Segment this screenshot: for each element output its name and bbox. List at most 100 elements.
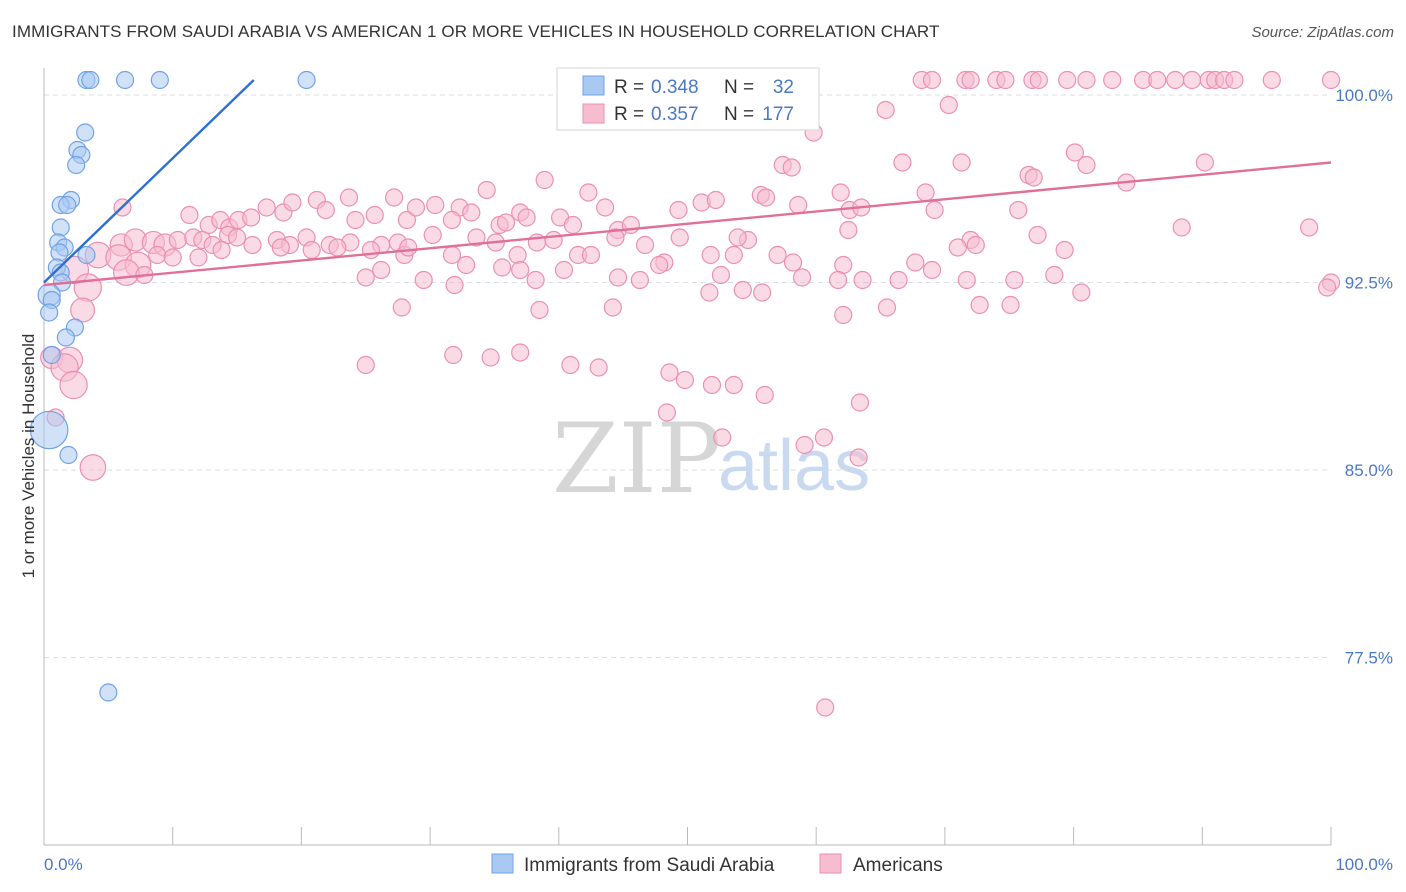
americans-point: [635, 235, 655, 255]
americans-point: [189, 248, 208, 267]
legend-swatch-saudi: [582, 75, 605, 96]
americans-point: [406, 198, 426, 217]
legend-n-value: 177: [762, 104, 794, 125]
saudi-point: [50, 243, 69, 262]
americans-point: [508, 245, 527, 265]
americans-point: [1166, 70, 1185, 90]
americans-point: [939, 95, 958, 115]
saudi-point: [56, 328, 75, 347]
watermark: ZIP atlas: [552, 403, 870, 515]
americans-point: [957, 270, 976, 290]
americans-point: [853, 270, 872, 290]
saudi-point: [81, 70, 100, 90]
americans-point: [650, 255, 669, 275]
americans-point: [1172, 218, 1191, 237]
series-americans-points: [40, 70, 1341, 717]
watermark-zip: ZIP: [552, 403, 721, 515]
americans-point: [1065, 143, 1084, 162]
americans-point: [70, 297, 96, 323]
americans-point: [952, 153, 971, 172]
americans-point: [426, 195, 445, 215]
legend-r-value: 0.357: [651, 104, 699, 125]
americans-point: [850, 393, 870, 412]
americans-point: [79, 454, 107, 481]
americans-point: [1009, 200, 1028, 220]
americans-point: [530, 300, 549, 320]
saudi-point: [58, 195, 77, 215]
americans-point: [271, 238, 290, 257]
americans-point: [423, 225, 442, 245]
americans-point: [996, 70, 1015, 90]
americans-point: [467, 228, 486, 247]
americans-point: [889, 270, 908, 290]
bottom-legend-swatch-saudi: [491, 853, 514, 874]
chart-source: Source: ZipAtlas.com: [1251, 24, 1394, 41]
americans-point: [442, 245, 462, 265]
americans-point: [1262, 70, 1281, 90]
saudi-point: [150, 70, 169, 90]
americans-point: [302, 240, 321, 260]
americans-point: [630, 270, 649, 290]
americans-point: [242, 208, 261, 227]
chart-title: IMMIGRANTS FROM SAUDI ARABIA VS AMERICAN…: [12, 22, 940, 41]
americans-point: [961, 70, 980, 90]
y-tick-label: 92.5%: [1345, 274, 1393, 293]
americans-point: [361, 240, 380, 260]
americans-point: [227, 228, 247, 247]
americans-point: [922, 260, 942, 280]
y-tick-label: 100.0%: [1335, 86, 1393, 105]
series-saudi-points: [29, 70, 316, 702]
americans-point: [839, 220, 858, 240]
americans-point: [608, 268, 628, 287]
americans-point: [756, 188, 776, 207]
americans-point: [148, 245, 167, 265]
watermark-atlas: atlas: [718, 426, 870, 506]
americans-point: [563, 215, 583, 235]
americans-point: [180, 205, 199, 225]
americans-point: [669, 200, 688, 220]
americans-point: [702, 375, 722, 395]
americans-point: [1148, 70, 1167, 90]
y-tick-label: 85.0%: [1345, 461, 1393, 480]
americans-point: [73, 273, 102, 302]
americans-point: [701, 245, 720, 265]
americans-point: [1045, 265, 1064, 285]
americans-point: [372, 260, 391, 280]
americans-point: [1103, 70, 1122, 90]
americans-point: [1077, 70, 1096, 90]
americans-point: [113, 259, 140, 286]
x-tick-label: 100.0%: [1335, 855, 1393, 874]
saudi-point: [67, 155, 86, 175]
americans-point: [496, 213, 516, 232]
americans-point: [1058, 70, 1077, 90]
legend-n-label: N =: [724, 104, 754, 125]
americans-point: [365, 205, 384, 225]
americans-point: [356, 268, 375, 287]
americans-point: [922, 70, 942, 90]
americans-point: [581, 245, 601, 265]
americans-point: [849, 448, 868, 467]
legend: R = 0.348 N = 32 R = 0.357 N = 177: [556, 67, 820, 131]
americans-point: [713, 428, 732, 447]
americans-point: [328, 238, 347, 257]
americans-point: [346, 210, 365, 230]
americans-point: [462, 203, 481, 222]
x-tick-label: 0.0%: [44, 855, 83, 874]
americans-point: [603, 298, 622, 317]
americans-point: [724, 245, 743, 265]
americans-point: [831, 183, 850, 202]
americans-point: [948, 238, 967, 257]
bottom-legend-label-saudi: Immigrants from Saudi Arabia: [524, 855, 775, 876]
americans-point: [753, 283, 772, 302]
americans-point: [579, 183, 598, 202]
americans-point: [660, 363, 679, 382]
bottom-legend: Immigrants from Saudi Arabia Americans: [491, 853, 943, 876]
legend-n-label: N =: [724, 77, 754, 98]
americans-point: [789, 195, 808, 215]
americans-point: [621, 215, 640, 235]
americans-point: [711, 265, 731, 285]
americans-point: [606, 228, 625, 247]
saudi-point: [115, 70, 135, 90]
y-axis-label: 1 or more Vehicles in Household: [19, 334, 38, 579]
